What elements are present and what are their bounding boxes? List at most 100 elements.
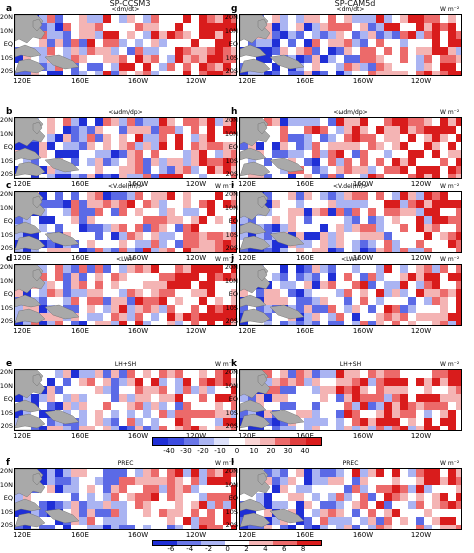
colorbar-top-strip	[152, 437, 322, 446]
lat-tick: EQ	[3, 395, 13, 403]
lat-tick: 20S	[225, 67, 238, 75]
lat-tick: 10S	[225, 53, 238, 62]
colorbar-tick: -4	[186, 545, 194, 553]
lat-tick: EQ	[228, 143, 238, 151]
map-field	[15, 469, 236, 529]
lon-tick: 120E	[13, 531, 31, 539]
panel-letter: l	[231, 458, 235, 468]
lon-tick: 120W	[185, 531, 207, 539]
map-field	[240, 469, 461, 529]
lat-tick: 20N	[0, 263, 13, 271]
lon-tick: 160E	[296, 180, 314, 188]
lat-tick: EQ	[228, 217, 238, 225]
panel-letter: b	[6, 107, 13, 117]
lon-tick: 160E	[296, 531, 314, 539]
panel-unit: W m⁻²	[440, 256, 460, 263]
lon-tick: 160E	[71, 77, 89, 85]
lon-tick: 160W	[352, 180, 374, 188]
map-field	[240, 15, 461, 75]
panel-variable: <LW>	[341, 256, 360, 263]
lon-tick: 120W	[185, 254, 207, 262]
lat-tick: 10N	[224, 26, 238, 35]
lat-tick: 10N	[0, 480, 13, 489]
colorbar-tick: -2	[205, 545, 213, 553]
map-field	[240, 370, 461, 430]
panel-variable: <dm/dt>	[111, 6, 140, 13]
panel-letter: f	[6, 458, 10, 468]
lat-tick: 10S	[225, 408, 238, 417]
lon-tick: 160W	[352, 327, 374, 335]
lat-tick: 20S	[225, 422, 238, 430]
lon-tick: 120E	[238, 432, 256, 440]
map-i	[239, 191, 462, 253]
lat-tick: 10S	[0, 303, 13, 312]
panel-variable: <ωdm/dp>	[108, 109, 143, 116]
colorbar-tick: 20	[266, 447, 276, 455]
lon-tick: 160E	[296, 254, 314, 262]
lat-tick: 20N	[224, 190, 238, 198]
lon-tick: 160W	[127, 432, 149, 440]
colorbar-tick: 40	[300, 447, 310, 455]
title-right: SP-CAM5d	[334, 0, 376, 8]
panel-letter: d	[6, 254, 13, 264]
lat-tick: 10S	[0, 230, 13, 239]
lat-tick: 10N	[224, 381, 238, 390]
lat-tick: EQ	[228, 290, 238, 298]
lon-tick: 120W	[410, 254, 432, 262]
lon-tick: 160W	[127, 531, 149, 539]
panel-unit: W m⁻²	[215, 183, 235, 190]
lat-tick: 10N	[0, 129, 13, 138]
panel-variable: <V.del(m)>	[108, 183, 143, 190]
lon-tick: 120W	[410, 180, 432, 188]
lon-tick: 160E	[71, 254, 89, 262]
colorbar-tick: 10	[249, 447, 259, 455]
lon-tick: 160W	[352, 432, 374, 440]
map-field	[240, 265, 461, 325]
colorbar-tick: 30	[283, 447, 293, 455]
lon-tick: 120W	[410, 531, 432, 539]
map-field	[240, 192, 461, 252]
lat-tick: 20N	[0, 368, 13, 376]
lat-tick: 20S	[0, 67, 13, 75]
panel-variable: PREC	[342, 460, 359, 467]
map-field	[15, 192, 236, 252]
map-k	[239, 369, 462, 431]
colorbar-tick: 6	[281, 545, 287, 553]
colorbar-tick: -6	[167, 545, 175, 553]
lon-tick: 120E	[238, 327, 256, 335]
lat-tick: 20N	[224, 116, 238, 124]
lat-tick: 20N	[224, 368, 238, 376]
lat-tick: 20N	[224, 263, 238, 271]
lat-tick: 20S	[225, 521, 238, 529]
lat-tick: 10N	[224, 129, 238, 138]
panel-letter: c	[6, 181, 12, 191]
map-e	[14, 369, 237, 431]
lon-tick: 160W	[352, 254, 374, 262]
map-d	[14, 264, 237, 326]
lon-tick: 120E	[238, 180, 256, 188]
colorbar-tick: -20	[197, 447, 209, 455]
panel-variable: LH+SH	[114, 361, 137, 368]
lon-tick: 120E	[238, 531, 256, 539]
lat-tick: 20N	[0, 13, 13, 21]
lon-tick: 120E	[13, 77, 31, 85]
lat-tick: 10N	[224, 203, 238, 212]
lon-tick: 120W	[185, 327, 207, 335]
colorbar-tick: -30	[180, 447, 192, 455]
lat-tick: 20S	[225, 317, 238, 325]
map-field	[15, 118, 236, 178]
lon-tick: 160W	[352, 77, 374, 85]
colorbar-tick: -10	[214, 447, 226, 455]
map-field	[240, 118, 461, 178]
lon-tick: 160E	[71, 531, 89, 539]
lat-tick: 20S	[0, 244, 13, 252]
panel-unit: W m⁻²	[440, 6, 460, 13]
lat-tick: 10S	[0, 53, 13, 62]
title-left: SP-CCSM3	[109, 0, 151, 8]
lon-tick: 160W	[127, 180, 149, 188]
lon-tick: 120W	[410, 327, 432, 335]
map-f	[14, 468, 237, 530]
lon-tick: 160E	[71, 327, 89, 335]
lon-tick: 120W	[185, 432, 207, 440]
colorbar-tick: 0	[225, 545, 230, 553]
